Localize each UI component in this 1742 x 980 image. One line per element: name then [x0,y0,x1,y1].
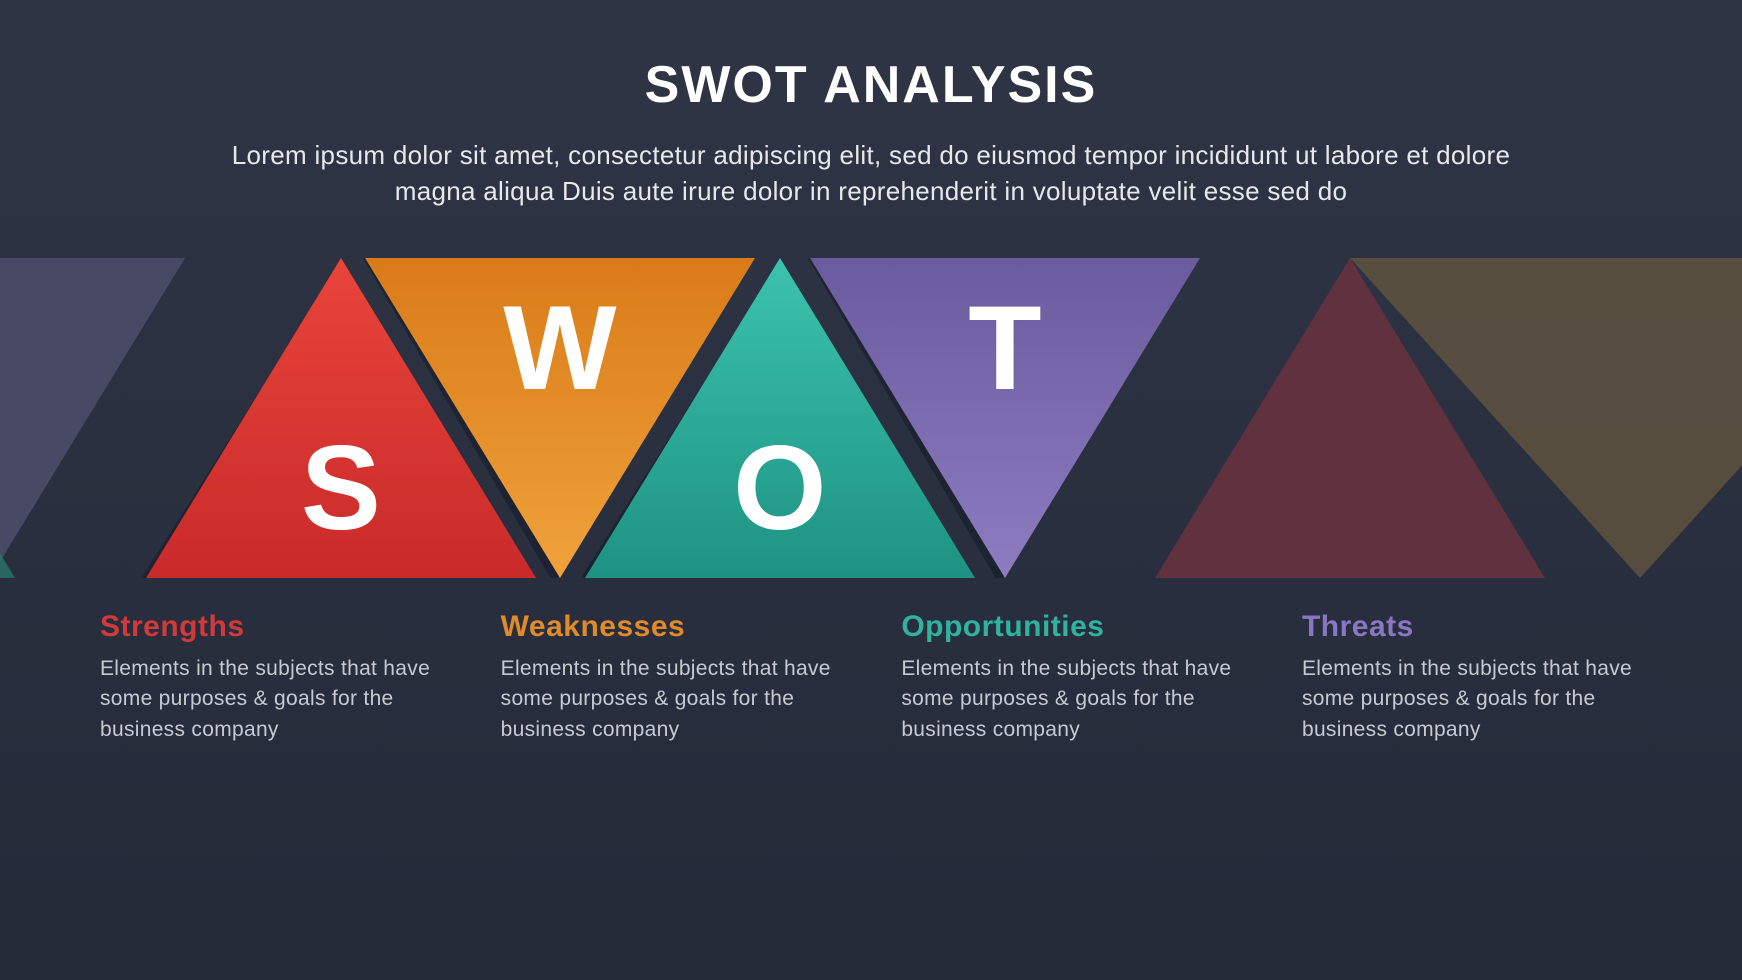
column-body: Elements in the subjects that have some … [501,654,841,745]
swot-column-s: Strengths Elements in the subjects that h… [100,610,440,745]
column-body: Elements in the subjects that have some … [100,654,440,745]
column-title: Weaknesses [501,610,841,644]
swot-column-w: Weaknesses Elements in the subjects that … [501,610,841,745]
column-title: Threats [1302,610,1642,644]
page-subtitle: Lorem ipsum dolor sit amet, consectetur … [221,137,1521,210]
column-body: Elements in the subjects that have some … [1302,654,1642,745]
letter-w: W [503,279,617,417]
page-title: SWOT ANALYSIS [0,55,1742,115]
swot-column-o: Opportunities Elements in the subjects th… [901,610,1241,745]
swot-column-t: Threats Elements in the subjects that hav… [1302,610,1642,745]
column-body: Elements in the subjects that have some … [901,654,1241,745]
letter-o: O [733,419,827,557]
letter-s: S [301,419,381,557]
letter-t: T [968,279,1042,417]
column-title: Strengths [100,610,440,644]
column-title: Opportunities [901,610,1241,644]
swot-columns: Strengths Elements in the subjects that h… [100,610,1642,745]
swot-triangle-band: SWO T [0,258,1742,578]
